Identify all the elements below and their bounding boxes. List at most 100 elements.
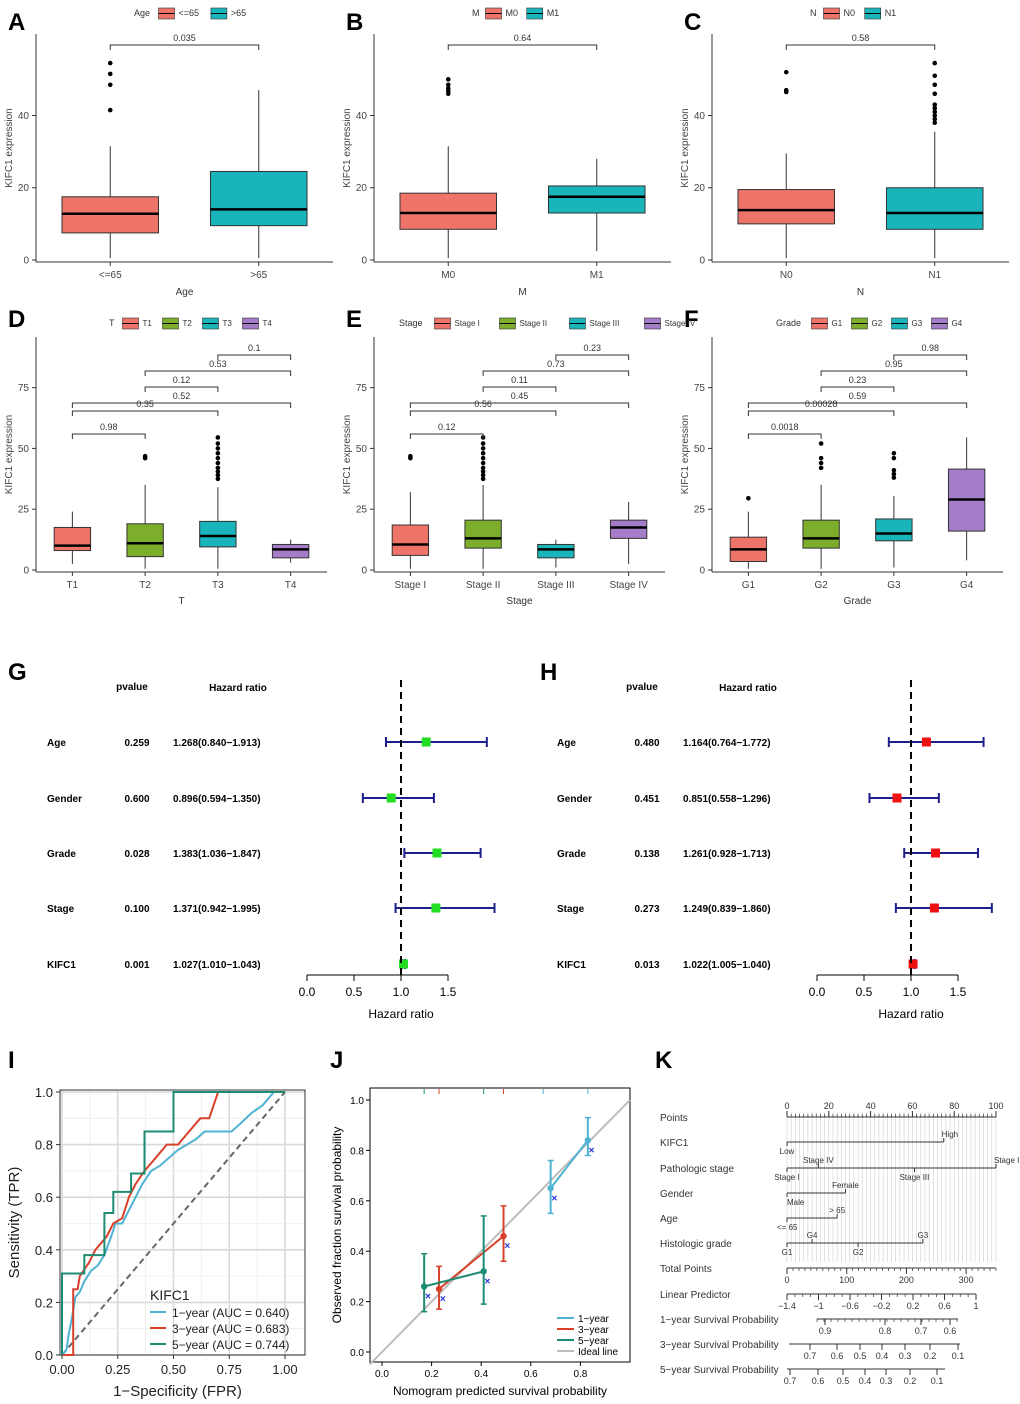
y-axis-label: KIFC1 expression xyxy=(680,415,691,494)
outlier-point xyxy=(215,469,221,474)
outlier-point xyxy=(480,460,486,466)
y-tick-label: 40 xyxy=(356,111,368,122)
outlier-point xyxy=(891,475,897,480)
outlier-point xyxy=(480,446,486,451)
forest-row-label: Gender xyxy=(557,794,592,805)
stage-tick-label: Stage II xyxy=(994,1156,1020,1165)
survival-5yr-tick-label: 0.7 xyxy=(784,1376,797,1386)
outlier-point xyxy=(480,455,486,461)
outlier-point xyxy=(891,471,897,477)
y-tick-label: 20 xyxy=(356,183,368,194)
age-tick-label: > 65 xyxy=(829,1206,845,1215)
x-tick-label: 0.5 xyxy=(856,985,873,999)
y-tick-label: 20 xyxy=(694,183,706,194)
legend-entry: 5−year (AUC = 0.744) xyxy=(172,1338,289,1352)
x-tick-label: T3 xyxy=(212,580,224,591)
y-axis-label: KIFC1 expression xyxy=(4,415,15,494)
legend-title: KIFC1 xyxy=(150,1287,190,1303)
comparison-bracket xyxy=(409,410,557,416)
outlier-point xyxy=(932,105,938,111)
outlier-point xyxy=(215,435,221,440)
forest-row-label: KIFC1 xyxy=(557,960,586,971)
nomogram-row-label: 1−year Survival Probability xyxy=(660,1315,779,1326)
comparison-p-value: 0.53 xyxy=(209,359,227,369)
forest-row-hr-text: 1.164(0.764−1.772) xyxy=(683,738,771,749)
box-stage-iii xyxy=(537,543,575,559)
x-axis-label: Grade xyxy=(844,596,872,607)
y-tick-label: 0 xyxy=(699,256,705,267)
y-tick-label: 0.4 xyxy=(35,1243,53,1258)
box-t2 xyxy=(126,523,164,558)
roc-curve xyxy=(62,1091,285,1356)
legend-title: T xyxy=(109,318,115,328)
hr-marker xyxy=(929,903,939,913)
outlier-point xyxy=(891,455,897,461)
y-tick-label: 25 xyxy=(356,505,368,516)
stage-tick-label: Stage I xyxy=(774,1173,799,1182)
x-tick-label: G2 xyxy=(814,580,828,591)
box-m0 xyxy=(399,192,498,230)
survival-3yr-tick-label: 0.2 xyxy=(924,1351,937,1361)
comparison-bracket xyxy=(820,370,968,376)
panel-label-i: I xyxy=(8,1047,15,1074)
legend-entry: M0 xyxy=(506,8,519,18)
hr-marker xyxy=(431,903,441,913)
observed-marker: × xyxy=(484,1276,490,1287)
survival-5yr-tick-label: 0.6 xyxy=(812,1376,825,1386)
outlier-point xyxy=(480,469,486,474)
legend-entry: T3 xyxy=(223,319,233,328)
roc-curve xyxy=(61,1091,285,1355)
nomogram-row-label: 3−year Survival Probability xyxy=(660,1340,779,1351)
y-tick-label: 1.0 xyxy=(35,1085,53,1100)
comparison-p-value: 0.73 xyxy=(547,359,565,369)
observed-marker: × xyxy=(589,1145,595,1156)
y-tick-label: 0.8 xyxy=(35,1138,53,1153)
comparison-p-value: 0.23 xyxy=(849,375,867,385)
y-tick-label: 75 xyxy=(18,383,30,394)
outlier-point xyxy=(891,450,897,456)
outlier-point xyxy=(480,476,486,482)
survival-3yr-tick-label: 0.6 xyxy=(831,1351,844,1361)
panel-label-e: E xyxy=(346,306,362,333)
hr-marker xyxy=(421,737,431,747)
x-tick-label: Stage II xyxy=(466,580,500,591)
grade-tick-label: G1 xyxy=(782,1248,793,1257)
comparison-bracket xyxy=(144,386,219,392)
survival-5yr-tick-label: 0.3 xyxy=(880,1376,893,1386)
points-tick-label: 20 xyxy=(824,1101,834,1111)
calibration-line xyxy=(423,1270,484,1288)
y-tick-label: 25 xyxy=(694,505,706,516)
y-axis-label: KIFC1 expression xyxy=(342,415,353,494)
linear-predictor-tick-label: −0.6 xyxy=(841,1301,859,1311)
comparison-bracket xyxy=(447,44,598,50)
comparison-p-value: 0.23 xyxy=(583,343,601,353)
x-tick-label: Stage I xyxy=(395,580,427,591)
x-tick-label: T1 xyxy=(67,580,79,591)
total-points-tick-label: 0 xyxy=(784,1275,789,1285)
y-tick-label: 0.6 xyxy=(350,1197,364,1208)
comparison-p-value: 0.11 xyxy=(511,375,528,385)
outlier-point xyxy=(783,87,789,93)
survival-3yr-tick-label: 0.4 xyxy=(876,1351,889,1361)
legend-entry: <=65 xyxy=(179,8,200,18)
comparison-bracket xyxy=(109,44,260,50)
outlier-point xyxy=(783,69,789,75)
x-tick-label: 0.4 xyxy=(474,1369,488,1380)
forest-row-pvalue: 0.100 xyxy=(124,904,149,915)
x-tick-label: 0.5 xyxy=(346,985,363,999)
survival-3yr-tick-label: 0.7 xyxy=(804,1351,817,1361)
x-tick-label: 1.5 xyxy=(950,985,967,999)
roc-curve xyxy=(61,1091,285,1356)
outlier-point xyxy=(107,71,113,77)
comparison-bracket xyxy=(893,354,968,360)
survival-3yr-tick-label: 0.3 xyxy=(899,1351,912,1361)
kifc1-tick-label: Low xyxy=(780,1147,795,1156)
forest-row-label: Age xyxy=(557,738,576,749)
y-axis-label: KIFC1 expression xyxy=(342,108,353,187)
y-tick-label: 0 xyxy=(23,566,29,577)
y-tick-label: 40 xyxy=(18,111,30,122)
x-tick-label: N1 xyxy=(928,270,941,281)
x-tick-label: <=65 xyxy=(99,270,122,281)
diagonal-line xyxy=(61,1091,286,1356)
